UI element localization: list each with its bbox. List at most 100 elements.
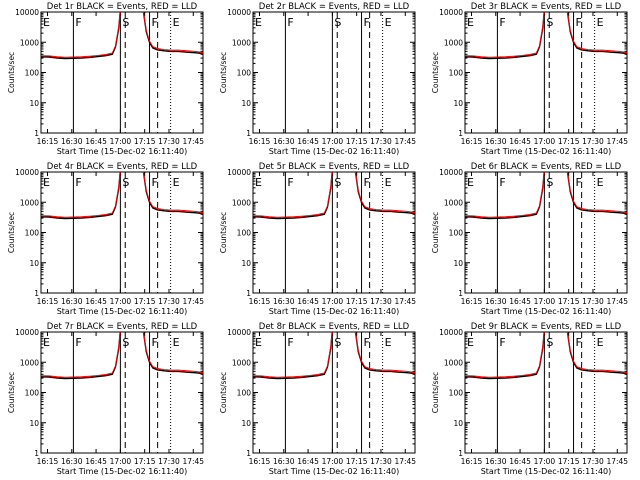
x-tick-label: 16:30 — [485, 457, 507, 466]
y-tick-label: 10 — [241, 259, 251, 268]
marker-label-e2: E — [597, 16, 604, 29]
marker-label-s: S — [122, 176, 129, 189]
marker-label-s: S — [334, 176, 341, 189]
y-tick-label: 10000 — [227, 328, 251, 337]
y-tick-label: 10 — [453, 259, 463, 268]
x-tick-label: 17:00 — [534, 457, 556, 466]
x-tick-label: 16:15 — [37, 297, 59, 306]
marker-label-s: S — [546, 336, 553, 349]
x-axis-label: Start Time (15-Dec-02 16:11:40) — [481, 147, 612, 156]
x-tick-label: 16:45 — [297, 297, 319, 306]
x-tick-label: 17:00 — [534, 297, 556, 306]
panel-title: Det 2r BLACK = Events, RED = LLD — [259, 2, 410, 12]
x-tick-label: 17:00 — [322, 457, 344, 466]
x-tick-label: 16:15 — [249, 297, 271, 306]
x-tick-label: 17:00 — [322, 297, 344, 306]
plot-frame — [40, 11, 204, 134]
panel-title: Det 7r BLACK = Events, RED = LLD — [47, 322, 198, 332]
marker-label-e: E — [43, 176, 50, 189]
y-axis-label: Counts/sec — [431, 52, 440, 93]
y-axis-label: Counts/sec — [219, 212, 228, 253]
panel-title: Det 3r BLACK = Events, RED = LLD — [471, 2, 622, 12]
x-axis-label: Start Time (15-Dec-02 16:11:40) — [269, 307, 400, 316]
y-tick-label: 1 — [458, 289, 463, 298]
y-tick-label: 100 — [25, 69, 40, 78]
y-tick-label: 10 — [29, 419, 39, 428]
x-tick-label: 17:45 — [606, 137, 628, 146]
marker-label-s: S — [546, 176, 553, 189]
series-lld-line — [41, 12, 203, 58]
x-tick-label: 17:45 — [606, 297, 628, 306]
marker-label-s: S — [334, 336, 341, 349]
y-axis-label: Counts/sec — [431, 372, 440, 413]
x-tick-label: 17:15 — [346, 137, 368, 146]
marker-label-e2: E — [173, 16, 180, 29]
marker-label-s: S — [546, 16, 553, 29]
panel-title: Det 1r BLACK = Events, RED = LLD — [47, 2, 198, 12]
x-tick-label: 17:30 — [370, 137, 392, 146]
y-tick-label: 100 — [25, 229, 40, 238]
x-tick-label: 17:15 — [134, 137, 156, 146]
y-tick-label: 100 — [449, 389, 464, 398]
marker-label-e: E — [467, 16, 474, 29]
y-axis-label: Counts/sec — [219, 52, 228, 93]
x-tick-label: 17:15 — [134, 297, 156, 306]
y-tick-label: 1 — [458, 449, 463, 458]
y-tick-label: 1000 — [232, 198, 251, 207]
series-lld-line — [465, 332, 627, 378]
y-tick-label: 10 — [29, 99, 39, 108]
marker-label-e: E — [255, 336, 262, 349]
marker-label-s: S — [122, 336, 129, 349]
y-tick-label: 10 — [453, 99, 463, 108]
plot-frame — [464, 171, 628, 294]
y-tick-label: 1000 — [444, 38, 463, 47]
x-tick-label: 17:00 — [534, 137, 556, 146]
x-tick-label: 17:45 — [394, 297, 416, 306]
plot-frame — [252, 171, 416, 294]
x-tick-label: 17:45 — [182, 137, 204, 146]
x-tick-label: 16:30 — [273, 297, 295, 306]
marker-label-f2: F — [152, 336, 158, 349]
x-tick-label: 17:45 — [182, 297, 204, 306]
x-tick-label: 17:15 — [346, 297, 368, 306]
plot-frame — [464, 11, 628, 134]
y-tick-label: 1 — [34, 289, 39, 298]
marker-label-f: F — [287, 16, 293, 29]
x-tick-label: 17:30 — [158, 297, 180, 306]
x-tick-label: 17:30 — [582, 457, 604, 466]
marker-label-e2: E — [597, 176, 604, 189]
x-tick-label: 16:45 — [509, 297, 531, 306]
x-tick-label: 16:30 — [61, 457, 83, 466]
marker-label-e: E — [255, 16, 262, 29]
plot-frame — [464, 331, 628, 454]
x-tick-label: 16:15 — [37, 137, 59, 146]
marker-label-f: F — [75, 176, 81, 189]
y-axis-label: Counts/sec — [7, 212, 16, 253]
marker-label-e: E — [467, 336, 474, 349]
marker-label-e: E — [43, 16, 50, 29]
series-lld-line — [41, 172, 203, 218]
x-tick-label: 17:30 — [582, 297, 604, 306]
x-axis-label: Start Time (15-Dec-02 16:11:40) — [57, 147, 188, 156]
x-tick-label: 17:30 — [158, 457, 180, 466]
y-tick-label: 10000 — [15, 328, 39, 337]
panel-title: Det 6r BLACK = Events, RED = LLD — [471, 162, 622, 172]
x-tick-label: 16:45 — [85, 297, 107, 306]
x-tick-label: 17:30 — [158, 137, 180, 146]
x-tick-label: 16:15 — [249, 457, 271, 466]
marker-label-f2: F — [364, 176, 370, 189]
y-tick-label: 10 — [241, 99, 251, 108]
marker-label-e: E — [255, 176, 262, 189]
x-axis-label: Start Time (15-Dec-02 16:11:40) — [57, 467, 188, 476]
x-tick-label: 16:30 — [61, 297, 83, 306]
y-tick-label: 1 — [34, 449, 39, 458]
x-tick-label: 17:30 — [582, 137, 604, 146]
marker-label-e2: E — [173, 336, 180, 349]
marker-label-f2: F — [152, 176, 158, 189]
plot-frame — [40, 171, 204, 294]
y-tick-label: 1000 — [232, 38, 251, 47]
